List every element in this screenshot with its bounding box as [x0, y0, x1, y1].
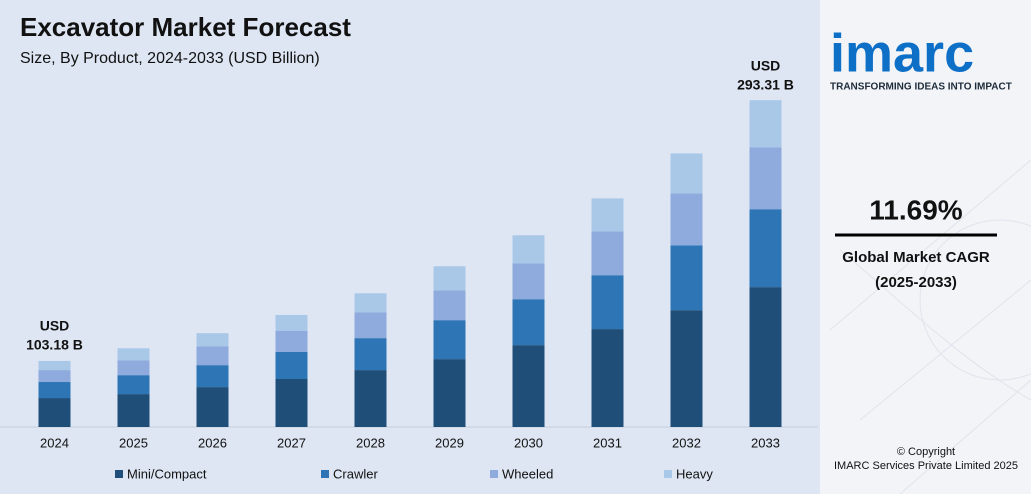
bar-segment	[749, 147, 782, 210]
cagr-value: 11.69%	[869, 194, 963, 225]
side-panel	[820, 0, 1031, 494]
x-tick-label: 2033	[751, 435, 780, 450]
chart-subtitle: Size, By Product, 2024-2033 (USD Billion…	[20, 50, 320, 67]
x-tick-label: 2024	[40, 435, 69, 450]
legend-swatch	[115, 470, 123, 478]
bar-segment	[354, 370, 387, 427]
bar-segment	[38, 360, 71, 371]
bar-segment	[670, 153, 703, 194]
bar-segment	[196, 346, 229, 366]
bar-segment	[117, 375, 150, 395]
bar-segment	[275, 351, 308, 379]
bar-segment	[512, 345, 545, 427]
chart-title: Excavator Market Forecast	[20, 12, 351, 42]
bar-segment	[117, 348, 150, 361]
x-tick-label: 2027	[277, 435, 306, 450]
bar-segment	[433, 320, 466, 360]
bar-segment	[196, 387, 229, 427]
bar-segment	[433, 266, 466, 291]
bar-segment	[117, 394, 150, 427]
bar-segment	[38, 382, 71, 399]
bar-segment	[275, 331, 308, 352]
legend-label: Mini/Compact	[127, 466, 207, 481]
legend-swatch	[490, 470, 498, 478]
bar-segment	[512, 299, 545, 346]
bar-segment	[670, 245, 703, 311]
bar-segment	[512, 263, 545, 300]
cagr-label: Global Market CAGR	[842, 249, 990, 266]
x-tick-label: 2030	[514, 435, 543, 450]
x-tick-label: 2025	[119, 435, 148, 450]
bar-segment	[354, 338, 387, 371]
total-label: USD	[751, 58, 781, 74]
legend-label: Heavy	[676, 466, 713, 481]
bar-segment	[591, 275, 624, 330]
bar-segment	[670, 310, 703, 427]
bar-segment	[38, 370, 71, 383]
total-label: USD	[40, 318, 70, 334]
x-tick-label: 2031	[593, 435, 622, 450]
x-tick-label: 2026	[198, 435, 227, 450]
total-label: 293.31 B	[737, 77, 794, 93]
x-tick-label: 2029	[435, 435, 464, 450]
bar-segment	[591, 329, 624, 427]
total-label: 103.18 B	[26, 337, 83, 353]
bar-segment	[512, 235, 545, 264]
tagline: TRANSFORMING IDEAS INTO IMPACT	[830, 82, 1012, 93]
bar-segment	[275, 379, 308, 427]
bar-segment	[749, 100, 782, 148]
bar-segment	[591, 198, 624, 232]
side-decoration	[829, 159, 1031, 494]
bar-segment	[275, 314, 308, 331]
legend-label: Crawler	[333, 466, 378, 481]
x-tick-label: 2028	[356, 435, 385, 450]
bar-segment	[749, 209, 782, 288]
copyright: © Copyright	[897, 446, 955, 458]
bar-segment	[38, 398, 71, 427]
bar-segment	[591, 231, 624, 276]
bar-segment	[196, 365, 229, 388]
legend-label: Wheeled	[502, 466, 553, 481]
bar-segment	[117, 360, 150, 376]
legend-swatch	[321, 470, 329, 478]
bar-segment	[670, 193, 703, 246]
x-tick-label: 2032	[672, 435, 701, 450]
logo: imarc	[830, 23, 974, 83]
legend-swatch	[664, 470, 672, 478]
cagr-period: (2025-2033)	[875, 274, 957, 291]
bar-segment	[749, 287, 782, 427]
bar-segment	[433, 290, 466, 321]
bar-segment	[196, 333, 229, 347]
bar-segment	[354, 312, 387, 339]
company: IMARC Services Private Limited 2025	[834, 460, 1018, 472]
bar-segment	[433, 359, 466, 427]
bar-segment	[354, 293, 387, 313]
